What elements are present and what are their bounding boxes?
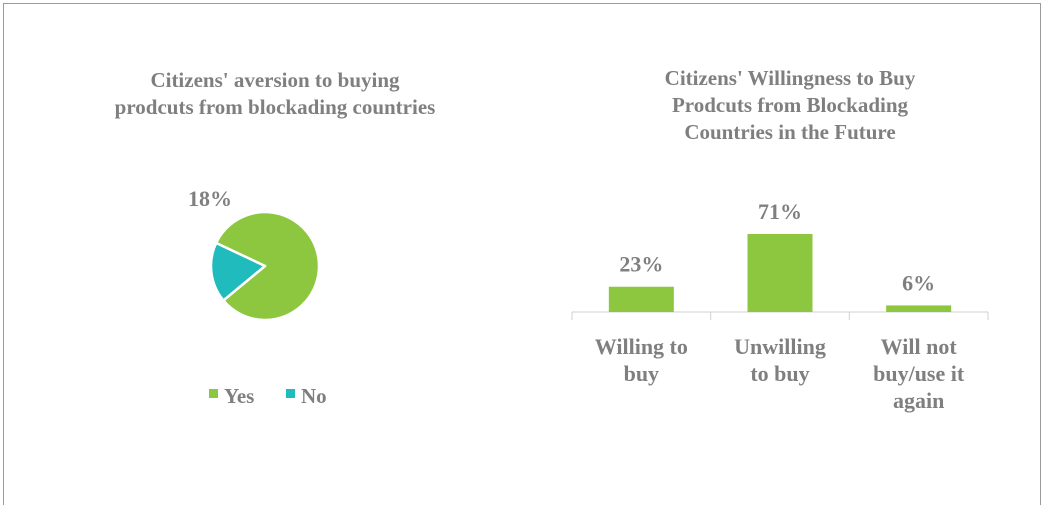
bar-chart: 23% Willing to buy 71% Unwilling to buy 6% Will… <box>571 199 989 413</box>
legend-label-yes: Yes <box>224 384 254 408</box>
legend-swatch-yes <box>209 389 218 398</box>
pie-chart: 18% <box>188 186 321 322</box>
bar-data-label-1: 23% <box>619 252 663 277</box>
legend-label-no: No <box>301 384 327 408</box>
pie-data-label-no: 18% <box>188 186 232 211</box>
pie-slice-no <box>209 241 267 302</box>
bar-data-label-2: 71% <box>758 199 802 224</box>
legend-swatch-no <box>286 389 295 398</box>
bar-3 <box>886 305 952 312</box>
bar-data-label-3: 6% <box>902 270 935 295</box>
bar-category-label-2: Unwilling to buy <box>734 334 826 386</box>
bar-chart-title: Citizens' Willingness to Buy Prodcuts fr… <box>664 66 916 144</box>
bar-category-label-3: Will not buy/use it again <box>873 334 965 413</box>
pie-slice-yes <box>214 210 321 322</box>
chart-frame <box>3 3 1041 505</box>
pie-chart-title: Citizens' aversion to buying prodcuts fr… <box>114 68 436 119</box>
bar-2 <box>747 234 813 312</box>
pie-legend: Yes No <box>209 384 327 408</box>
bar-1 <box>608 286 674 312</box>
bar-category-label-1: Willing to buy <box>595 334 688 386</box>
